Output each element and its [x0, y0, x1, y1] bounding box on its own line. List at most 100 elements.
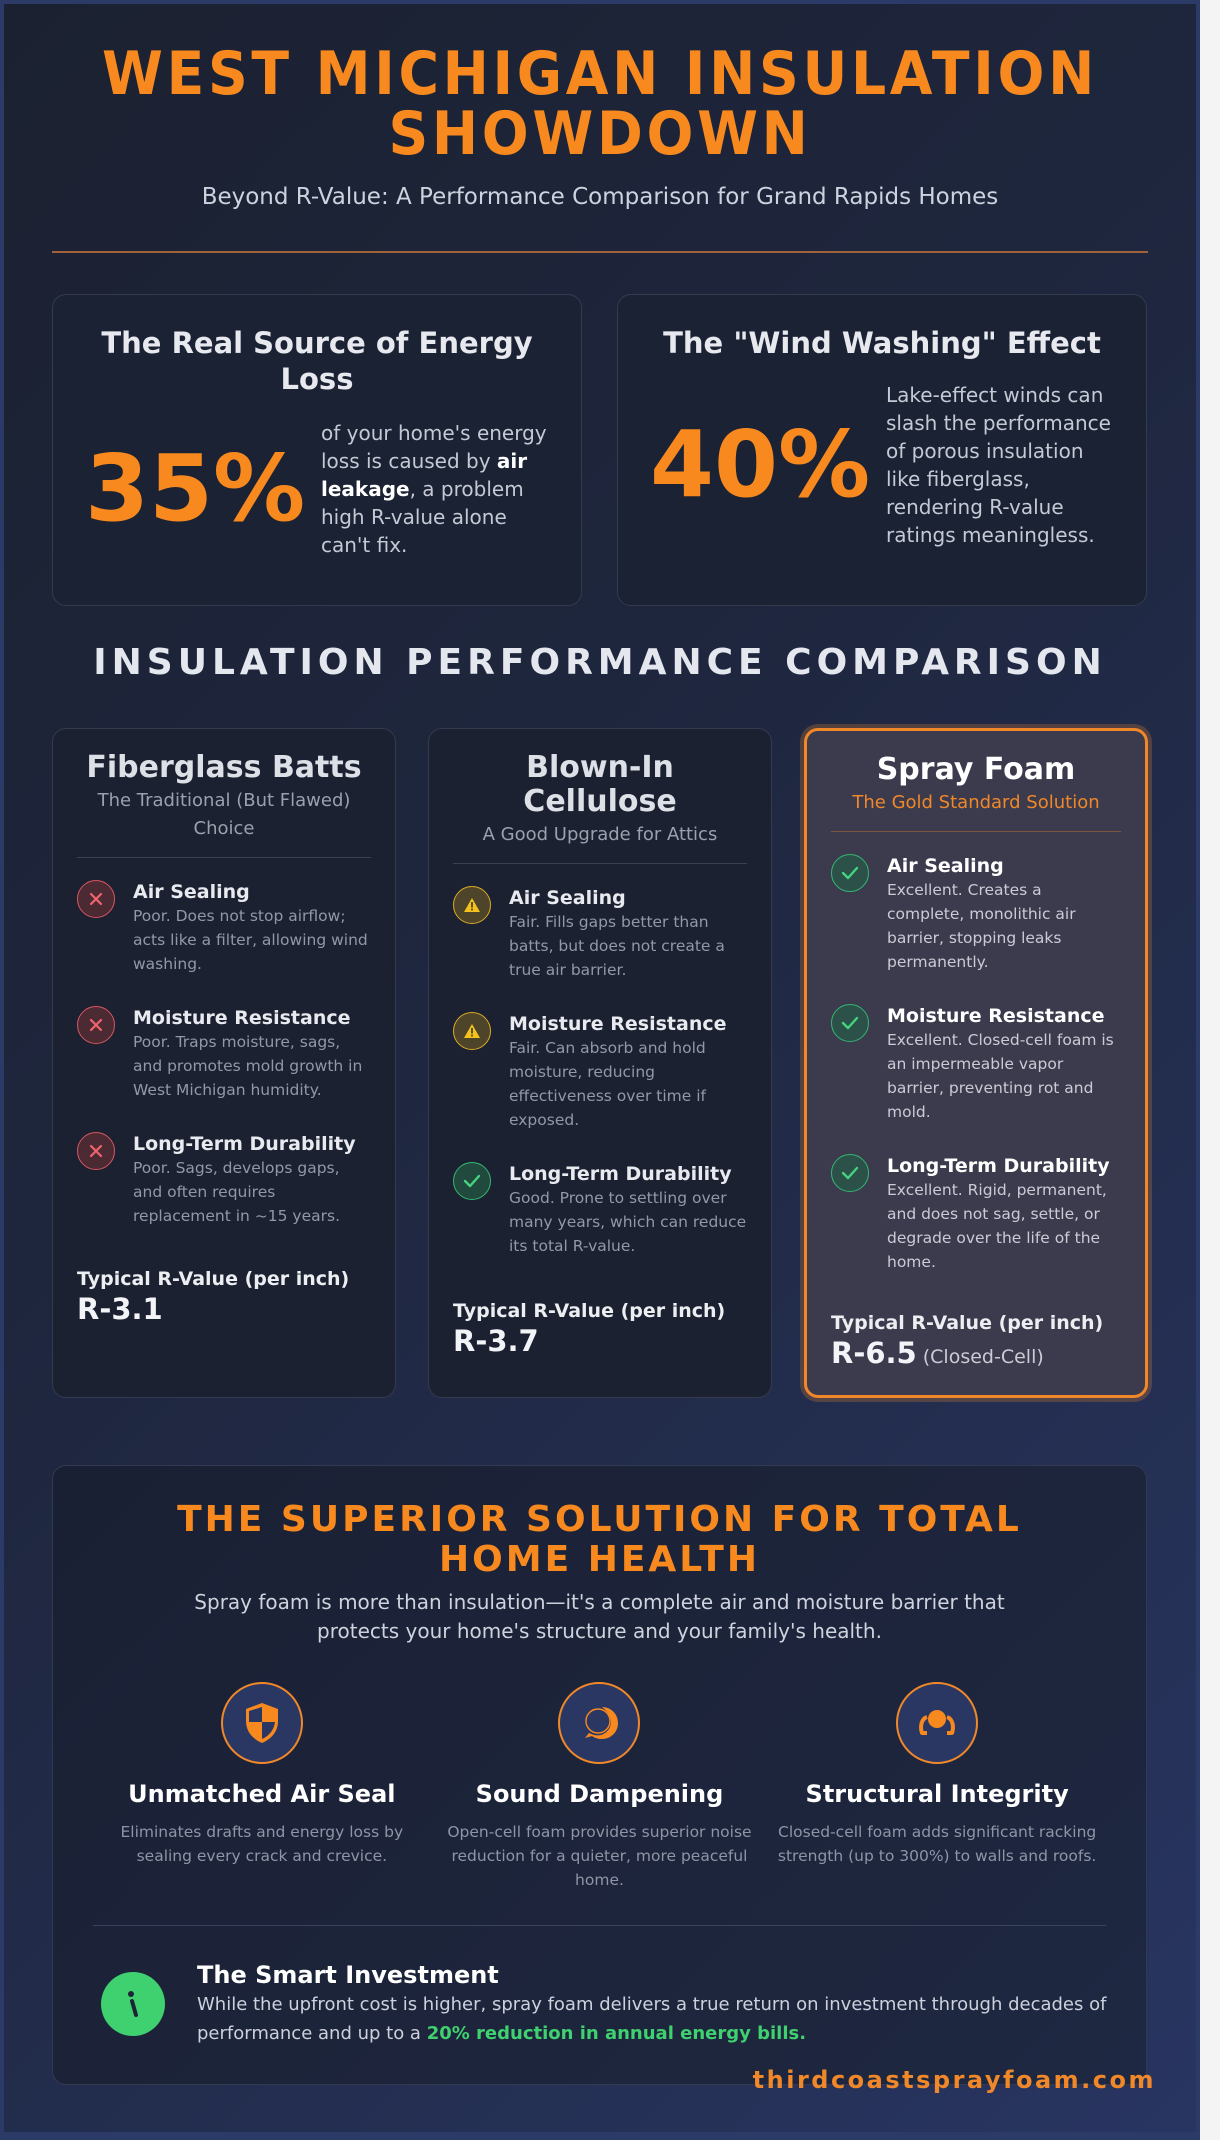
stat-card-wind-washing: The "Wind Washing" Effect 40% Lake-effec… [617, 294, 1147, 606]
feature-description: Fair. Fills gaps better than batts, but … [509, 913, 725, 979]
page-subtitle: Beyond R-Value: A Performance Comparison… [201, 184, 999, 210]
solution-section: THE SUPERIOR SOLUTION FOR TOTAL HOME HEA… [52, 1465, 1147, 2085]
check-icon [831, 1004, 869, 1042]
feature-list: Air Sealing Excellent. Creates a complete… [807, 832, 1145, 1274]
check-icon [831, 1154, 869, 1192]
solution-subtitle: Spray foam is more than insulation—it's … [194, 1590, 1005, 1643]
feature-item: Long-Term Durability Excellent. Rigid, pe… [831, 1154, 1121, 1274]
benefits-row: Unmatched Air Seal Eliminates drafts and… [53, 1682, 1146, 1892]
feature-title: Air Sealing [133, 881, 250, 903]
card-tagline: The Traditional (But Flawed) Choice [97, 790, 351, 839]
card-title: Spray Foam [876, 752, 1076, 787]
card-divider [453, 863, 747, 864]
comparison-card-cellulose: Blown-In Cellulose A Good Upgrade for At… [428, 728, 772, 1398]
benefit-description: Eliminates drafts and energy loss by sea… [120, 1823, 404, 1865]
benefit-description: Open-cell foam provides superior noise r… [447, 1823, 752, 1889]
r-value-label: Typical R-Value (per inch) [453, 1300, 726, 1322]
stat-value: 35% [85, 435, 306, 542]
stat-card-body: 40% Lake-effect winds can slash the perf… [618, 381, 1146, 549]
feature-list: Air Sealing Poor. Does not stop airflow; … [53, 858, 395, 1228]
card-divider [831, 831, 1121, 832]
benefit-sound: Sound Dampening Open-cell foam provides … [439, 1682, 759, 1892]
r-value-block: Typical R-Value (per inch) R-6.5 (Closed-… [831, 1311, 1103, 1375]
feature-item: Air Sealing Excellent. Creates a complete… [831, 854, 1121, 974]
benefit-structure: Structural Integrity Closed-cell foam ad… [777, 1682, 1097, 1892]
stat-text-after: , a problem high R-value alone can't fix… [321, 477, 524, 557]
feature-description: Fair. Can absorb and hold moisture, redu… [509, 1039, 707, 1129]
feature-description: Excellent. Closed-cell foam is an imperm… [887, 1031, 1114, 1121]
info-icon [101, 1972, 165, 2036]
feature-title: Moisture Resistance [887, 1005, 1105, 1027]
card-header: Fiberglass Batts The Traditional (But Fl… [53, 729, 395, 843]
feature-item: Air Sealing Poor. Does not stop airflow; … [77, 880, 371, 976]
r-value-number: R-6.5 [831, 1336, 917, 1370]
solution-title: THE SUPERIOR SOLUTION FOR TOTAL HOME HEA… [177, 1499, 1022, 1580]
card-title: Blown-In Cellulose [523, 750, 677, 819]
x-icon [77, 1132, 115, 1170]
feature-description: Excellent. Rigid, permanent, and does no… [887, 1181, 1107, 1271]
structure-icon [896, 1682, 979, 1764]
x-icon [77, 880, 115, 918]
check-icon [831, 854, 869, 892]
feature-item: Moisture Resistance Poor. Traps moisture,… [77, 1006, 371, 1102]
stat-card-body: 35% of your home's energy loss is caused… [53, 419, 581, 559]
feature-item: Moisture Resistance Fair. Can absorb and … [453, 1012, 747, 1132]
benefit-title: Unmatched Air Seal [128, 1780, 396, 1808]
feature-item: Air Sealing Fair. Fills gaps better than … [453, 886, 747, 982]
card-header: Blown-In Cellulose A Good Upgrade for At… [429, 729, 771, 849]
investment-callout: The Smart Investment While the upfront c… [101, 1960, 1110, 2048]
feature-description: Poor. Sags, develops gaps, and often req… [133, 1159, 341, 1225]
investment-content: The Smart Investment While the upfront c… [197, 1960, 1110, 2048]
investment-highlight: 20% reduction in annual energy bills. [426, 2023, 807, 2044]
card-title: Fiberglass Batts [86, 750, 362, 785]
r-value-note: (Closed-Cell) [922, 1346, 1044, 1368]
feature-title: Moisture Resistance [133, 1007, 351, 1029]
benefit-title: Sound Dampening [475, 1780, 724, 1808]
feature-title: Air Sealing [509, 887, 626, 909]
warning-icon [453, 1012, 491, 1050]
investment-text: While the upfront cost is higher, spray … [197, 1990, 1110, 2048]
r-value: R-3.7 [453, 1324, 539, 1358]
solution-divider [93, 1925, 1106, 1926]
stat-description: of your home's energy loss is caused by … [321, 419, 551, 559]
r-value-block: Typical R-Value (per inch) R-3.1 [77, 1267, 349, 1327]
benefit-title: Structural Integrity [805, 1780, 1069, 1808]
feature-list: Air Sealing Fair. Fills gaps better than … [429, 864, 771, 1258]
feature-title: Moisture Resistance [509, 1013, 727, 1035]
comparison-card-fiberglass: Fiberglass Batts The Traditional (But Fl… [52, 728, 396, 1398]
stat-card-energy-loss: The Real Source of Energy Loss 35% of yo… [52, 294, 582, 606]
feature-item: Long-Term Durability Good. Prone to settl… [453, 1162, 747, 1258]
investment-title: The Smart Investment [197, 1961, 499, 1989]
feature-description: Good. Prone to settling over many years,… [509, 1189, 747, 1255]
card-divider [77, 857, 371, 858]
feature-description: Poor. Traps moisture, sags, and promotes… [133, 1033, 363, 1099]
feature-description: Poor. Does not stop airflow; acts like a… [133, 907, 368, 973]
comparison-card-spray-foam: Spray Foam The Gold Standard Solution Ai… [804, 728, 1148, 1398]
r-value: R-6.5 (Closed-Cell) [831, 1335, 1103, 1375]
r-value-label: Typical R-Value (per inch) [77, 1268, 350, 1290]
benefit-air-seal: Unmatched Air Seal Eliminates drafts and… [102, 1682, 422, 1892]
card-header: Spray Foam The Gold Standard Solution [807, 731, 1145, 817]
r-value-block: Typical R-Value (per inch) R-3.7 [453, 1299, 725, 1359]
feature-title: Air Sealing [887, 855, 1004, 877]
r-value-label: Typical R-Value (per inch) [831, 1312, 1104, 1334]
feature-item: Long-Term Durability Poor. Sags, develops… [77, 1132, 371, 1228]
header: WEST MICHIGAN INSULATION SHOWDOWN Beyond… [0, 44, 1200, 210]
stat-text-before: of your home's energy loss is caused by [321, 421, 547, 473]
feature-title: Long-Term Durability [509, 1163, 732, 1185]
feature-description: Excellent. Creates a complete, monolithi… [887, 881, 1076, 971]
check-icon [453, 1162, 491, 1200]
feature-item: Moisture Resistance Excellent. Closed-cel… [831, 1004, 1121, 1124]
sound-wave-icon [558, 1682, 641, 1764]
stat-card-title: The Real Source of Energy Loss [101, 326, 533, 396]
feature-title: Long-Term Durability [133, 1133, 356, 1155]
website-link[interactable]: thirdcoastsprayfoam.com [752, 2066, 1156, 2094]
section-title: INSULATION PERFORMANCE COMPARISON [93, 642, 1107, 683]
warning-icon [453, 886, 491, 924]
card-tagline: A Good Upgrade for Attics [482, 824, 718, 845]
stat-value: 40% [650, 411, 871, 518]
feature-title: Long-Term Durability [887, 1155, 1110, 1177]
card-tagline: The Gold Standard Solution [852, 792, 1100, 813]
header-divider [52, 251, 1148, 253]
stat-text-bold: air leakage [321, 449, 528, 501]
